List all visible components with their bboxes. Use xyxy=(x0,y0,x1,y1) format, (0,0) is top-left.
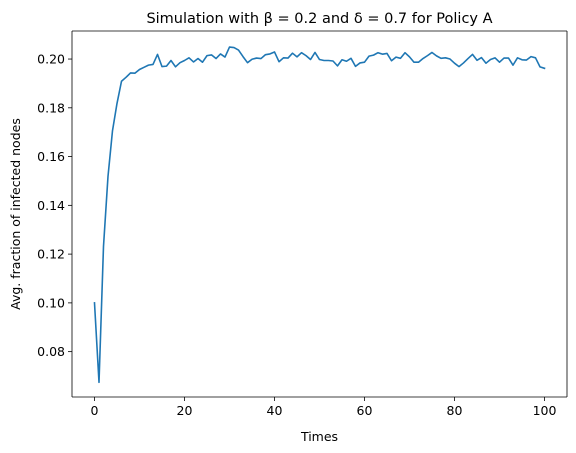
y-axis-label: Avg. fraction of infected nodes xyxy=(8,118,23,310)
x-tick-label: 60 xyxy=(357,403,373,418)
y-tick-label: 0.12 xyxy=(37,247,65,262)
y-tick-label: 0.14 xyxy=(37,198,65,213)
y-tick-label: 0.16 xyxy=(37,149,65,164)
y-tick-label: 0.18 xyxy=(37,100,65,115)
x-axis-label: Times xyxy=(300,429,338,444)
y-tick-label: 0.20 xyxy=(37,52,65,67)
x-axis-ticks: 0 20 40 60 80 100 xyxy=(91,397,557,418)
y-tick-label: 0.10 xyxy=(37,295,65,310)
chart-title: Simulation with β = 0.2 and δ = 0.7 for … xyxy=(146,11,492,27)
y-tick-label: 0.08 xyxy=(37,344,65,359)
x-tick-label: 100 xyxy=(533,403,557,418)
y-axis-ticks: 0.08 0.10 0.12 0.14 0.16 0.18 0.20 xyxy=(37,52,72,359)
x-tick-label: 0 xyxy=(91,403,99,418)
axes-layer xyxy=(71,30,568,398)
x-tick-label: 40 xyxy=(267,403,283,418)
series-layer xyxy=(93,46,546,384)
x-tick-label: 80 xyxy=(447,403,463,418)
plot-area xyxy=(72,31,567,397)
x-tick-label: 20 xyxy=(177,403,193,418)
series-line-0 xyxy=(93,46,546,384)
